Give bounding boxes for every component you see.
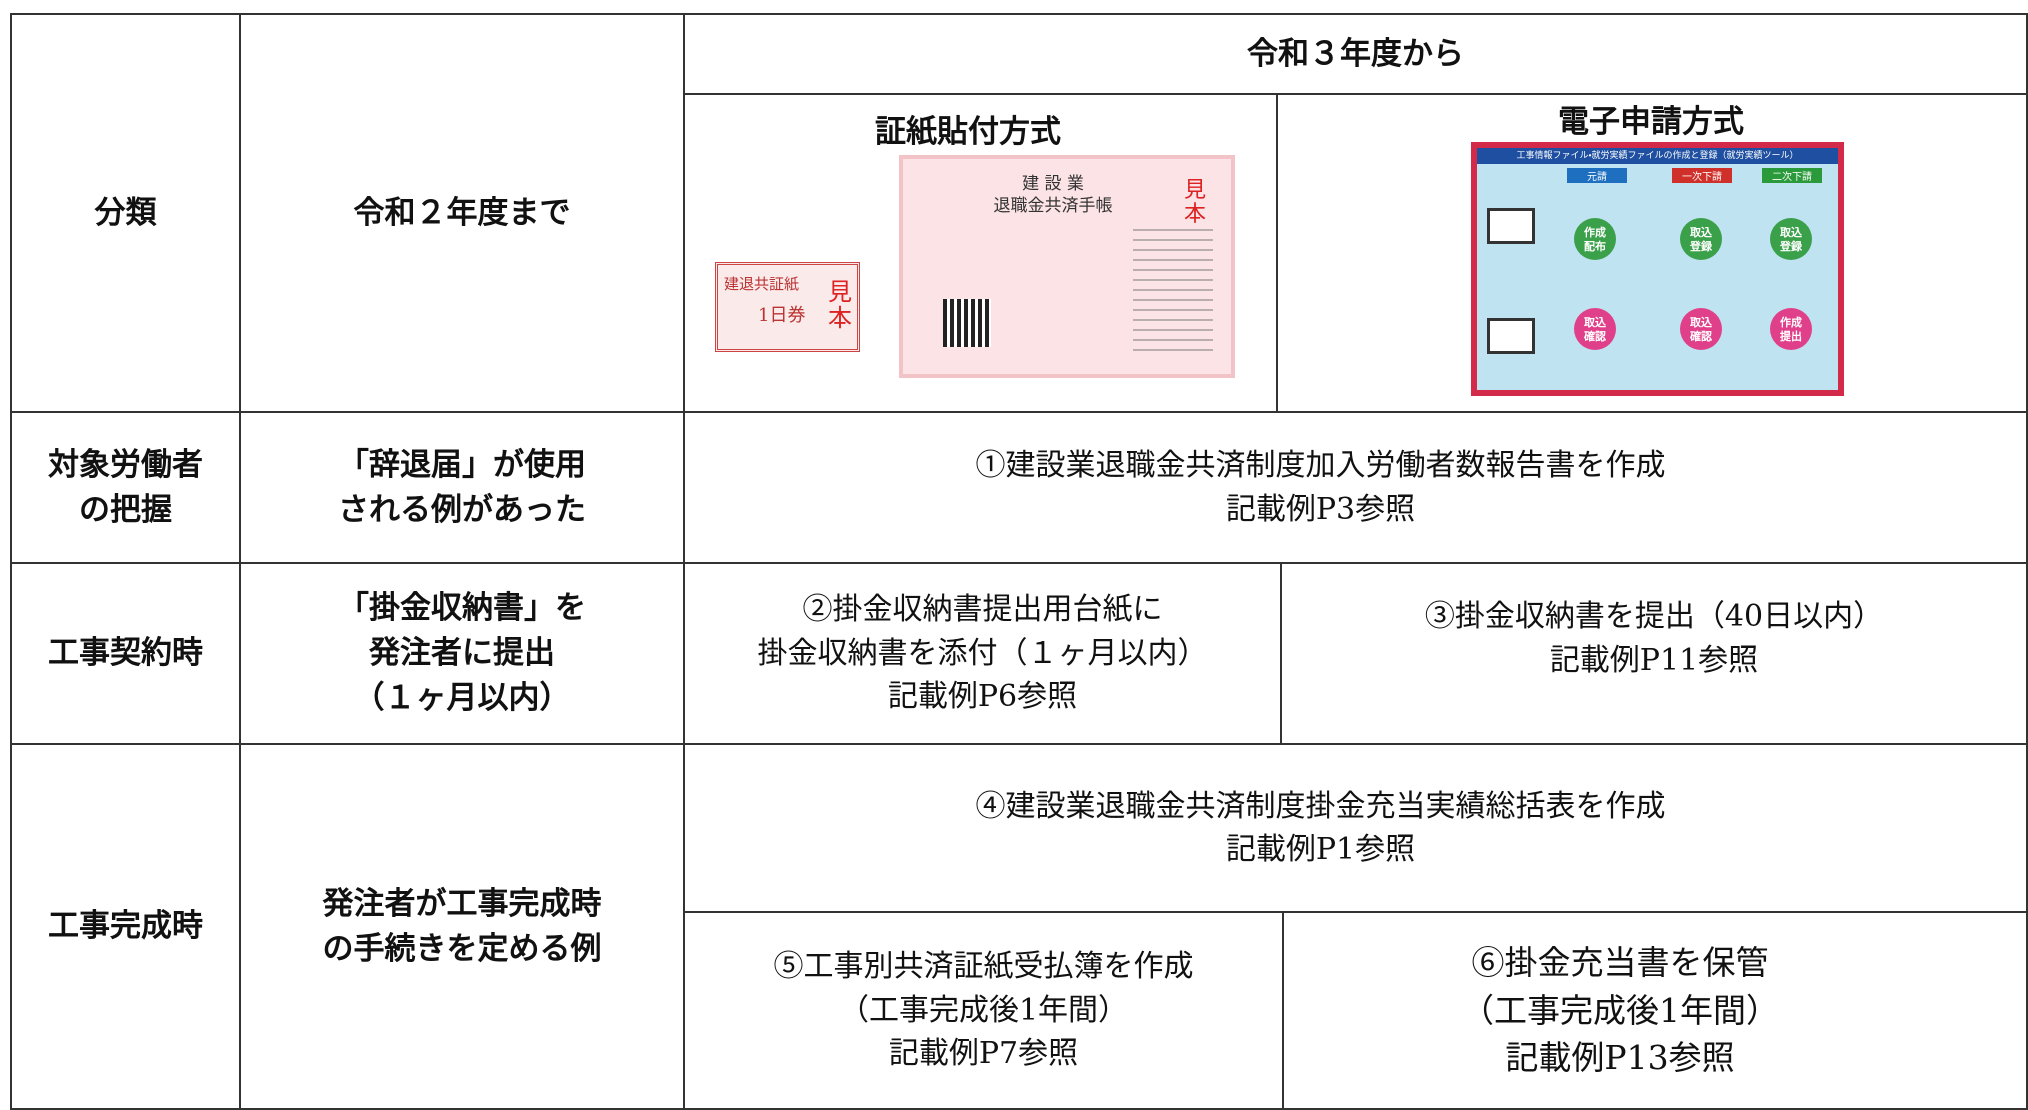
row-after: ①建設業退職金共済制度加入労働者数報告書を作成 記載例P3参照 (683, 411, 2028, 564)
app-import-check: 取込 確認 (1574, 308, 1616, 350)
stamp-unit: 1日券 (758, 305, 806, 326)
row-after-b: ③掛金収納書を提出（40日以内） 記載例P11参照 (1280, 562, 2028, 745)
stamp-sample: 見本 (828, 278, 852, 333)
handbook-title: 建 設 業 退職金共済手帳 (993, 174, 1113, 217)
app-first-sub: 一次下請 (1672, 168, 1732, 183)
app-create-submit: 作成 提出 (1770, 308, 1812, 350)
row-after-a: ②掛金収納書提出用台紙に 掛金収納書を添付（１ヶ月以内） 記載例P6参照 (683, 562, 1282, 745)
laptop-icon (1487, 208, 1535, 244)
header-category: 分類 (10, 13, 241, 413)
stamp: 建退共証紙 1日券 見本 (715, 262, 860, 352)
app-import-register: 取込 登録 (1680, 218, 1722, 260)
row-category: 対象労働者 の把握 (10, 411, 241, 564)
row-before: 発注者が工事完成時 の手続きを定める例 (239, 743, 685, 1110)
method-a-title: 証紙貼付方式 (875, 114, 1061, 150)
row-after: ④建設業退職金共済制度掛金充当実績総括表を作成 記載例P1参照 (683, 743, 2028, 913)
app-prime: 元請 (1567, 168, 1627, 183)
table-lines (1133, 229, 1213, 359)
app-create-distribute: 作成 配布 (1574, 218, 1616, 260)
row-after-a: ⑤工事別共済証紙受払簿を作成 （工事完成後1年間） 記載例P7参照 (683, 911, 1284, 1110)
handbook: 建 設 業 退職金共済手帳 見本 (899, 155, 1235, 378)
app-second-sub: 二次下請 (1762, 168, 1822, 183)
app-import-check: 取込 確認 (1680, 308, 1722, 350)
qr-code (943, 299, 991, 347)
app-screenshot: 工事情報ファイル・就労実績ファイルの作成と登録（就労実績ツール） 元請 一次下請… (1471, 142, 1844, 396)
row-before: 「辞退届」が使用 される例があった (239, 411, 685, 564)
laptop-icon (1487, 318, 1535, 354)
row-after-b: ⑥掛金充当書を保管 （工事完成後1年間） 記載例P13参照 (1282, 911, 2028, 1110)
handbook-sample: 見本 (1183, 178, 1206, 228)
row-before: 「掛金収納書」を 発注者に提出 （１ヶ月以内） (239, 562, 685, 745)
row-category: 工事契約時 (10, 562, 241, 745)
app-title: 工事情報ファイル・就労実績ファイルの作成と登録（就労実績ツール） (1477, 148, 1838, 164)
header-after: 令和３年度から (683, 13, 2028, 95)
row-category: 工事完成時 (10, 743, 241, 1110)
header-before: 令和２年度まで (239, 13, 685, 413)
app-body: 工事情報ファイル・就労実績ファイルの作成と登録（就労実績ツール） 元請 一次下請… (1477, 148, 1838, 390)
app-import-register: 取込 登録 (1770, 218, 1812, 260)
method-b-title: 電子申請方式 (1558, 104, 1744, 140)
stamp-name: 建退共証紙 (724, 275, 800, 293)
